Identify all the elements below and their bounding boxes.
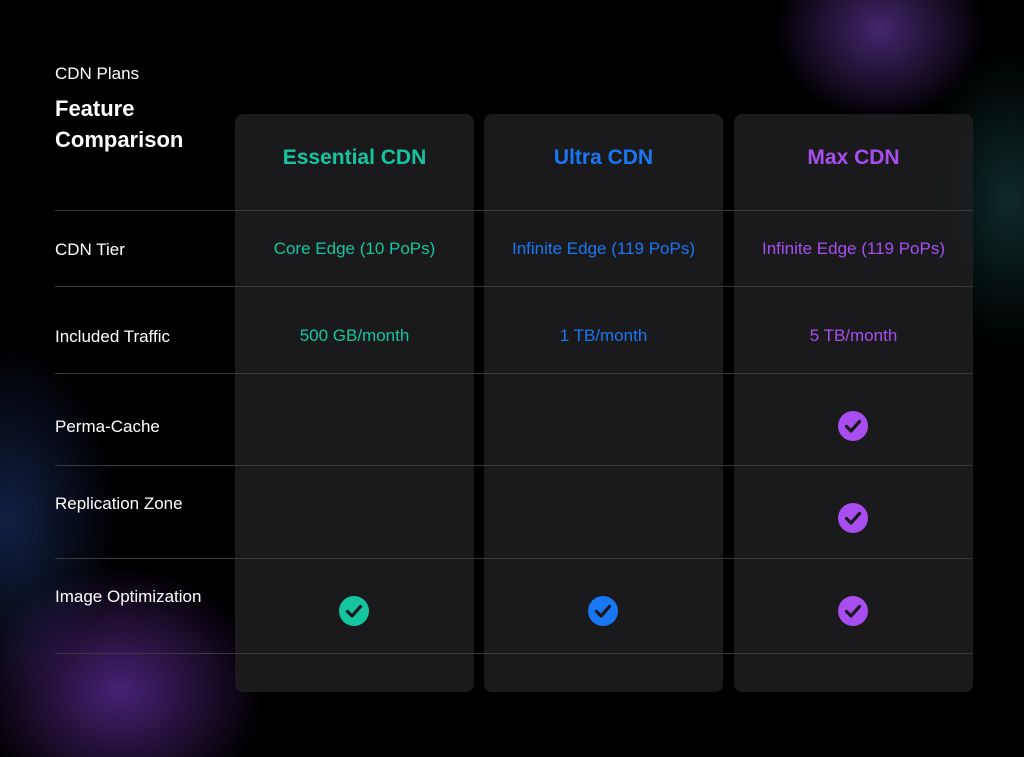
cell-ultra-cdn-tier: Infinite Edge (119 PoPs): [511, 239, 695, 258]
cell-max-traffic: 5 TB/month: [809, 326, 898, 345]
plan-name-essential: Essential CDN: [282, 146, 427, 169]
cell-ultra-traffic: 1 TB/month: [559, 326, 648, 345]
check-circle-icon: [838, 596, 868, 626]
row-divider: [55, 373, 973, 374]
row-divider: [55, 653, 973, 654]
comparison-heading: CDN Plans Feature Comparison: [55, 64, 225, 155]
row-label-perma-cache: Perma-Cache: [55, 417, 160, 436]
row-label-replication-zone: Replication Zone: [55, 494, 183, 513]
row-label-included-traffic: Included Traffic: [55, 327, 170, 346]
cell-essential-traffic: 500 GB/month: [299, 326, 410, 345]
check-circle-icon: [339, 596, 369, 626]
row-divider: [55, 558, 973, 559]
check-circle-icon: [838, 411, 868, 441]
row-label-cdn-tier: CDN Tier: [55, 240, 125, 259]
plan-name-max: Max CDN: [807, 146, 900, 169]
row-label-image-optimization: Image Optimization: [55, 587, 202, 606]
row-divider: [55, 286, 973, 287]
check-circle-icon: [838, 503, 868, 533]
cell-essential-cdn-tier: Core Edge (10 PoPs): [273, 239, 436, 258]
eyebrow-label: CDN Plans: [55, 64, 140, 83]
check-circle-icon: [588, 596, 618, 626]
cell-max-cdn-tier: Infinite Edge (119 PoPs): [761, 239, 945, 258]
row-divider: [55, 465, 973, 466]
page-title: Feature Comparison: [55, 96, 184, 152]
plan-name-ultra: Ultra CDN: [553, 146, 654, 169]
row-divider: [55, 210, 973, 211]
